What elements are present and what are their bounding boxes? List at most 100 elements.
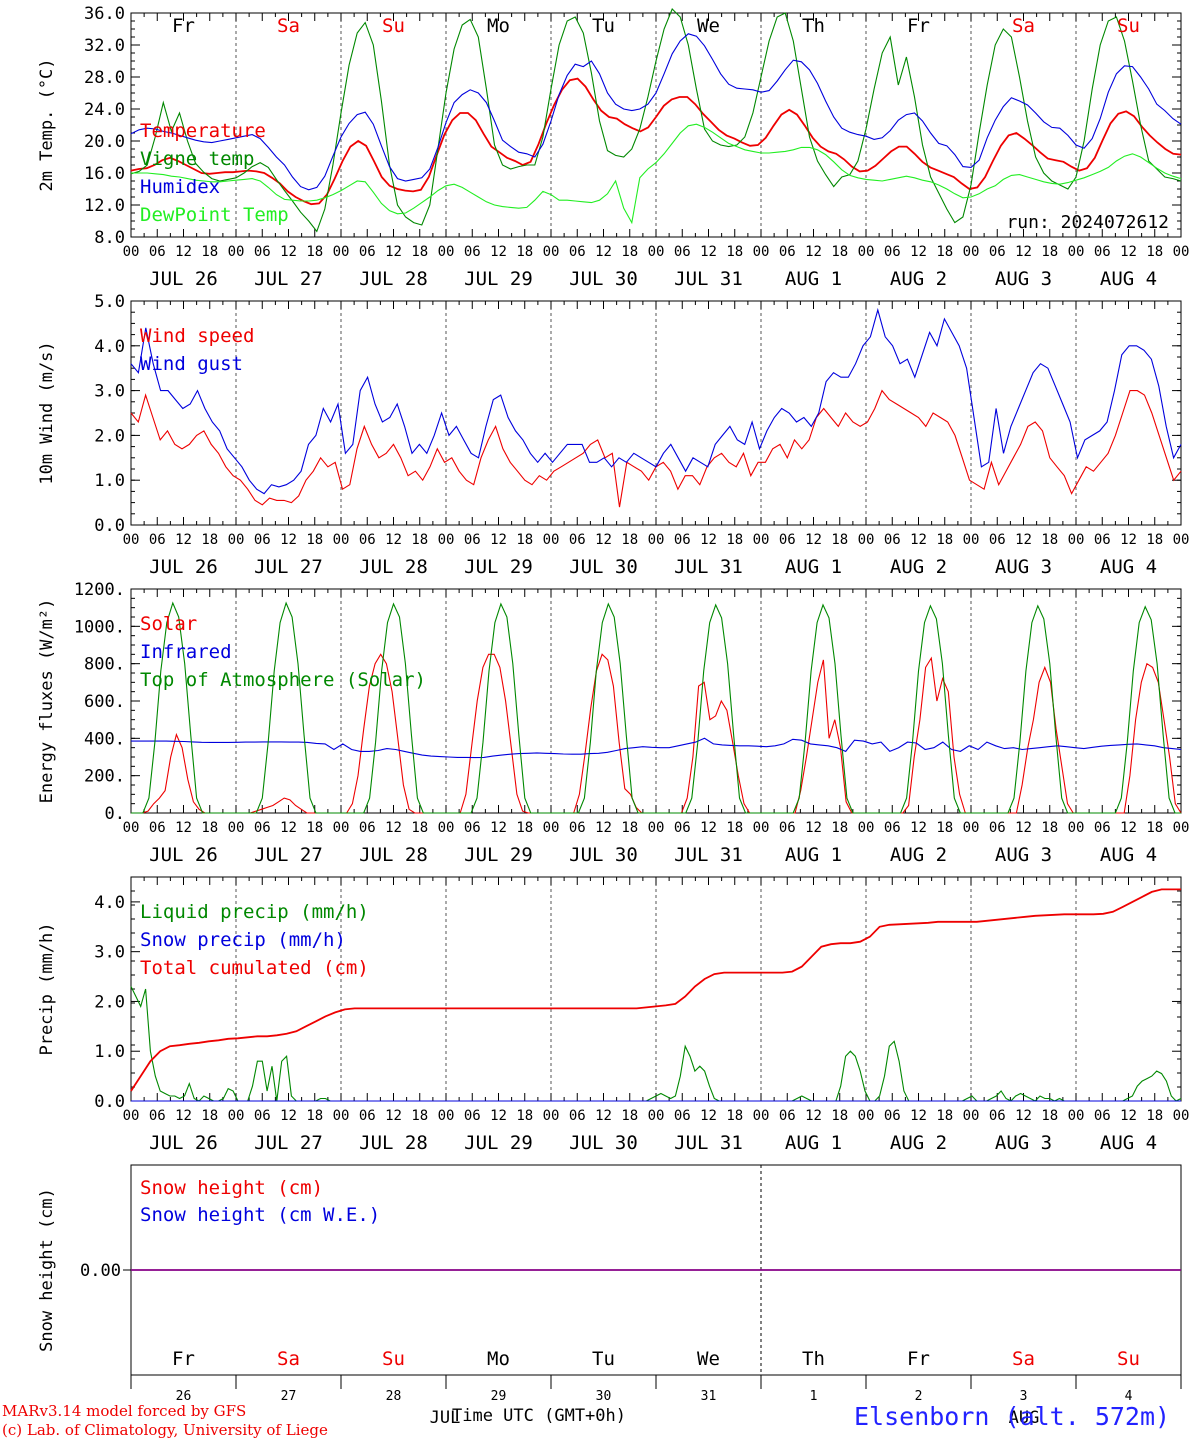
hour-label: 00 <box>1173 244 1190 260</box>
hour-label: 12 <box>280 244 297 260</box>
hour-label: 06 <box>464 244 481 260</box>
hour-label: 18 <box>201 532 218 548</box>
y-tick-label: 0.00 <box>80 1261 121 1281</box>
hour-label: 00 <box>123 532 140 548</box>
date-label: AUG 2 <box>890 1132 947 1154</box>
y-axis-label: Energy fluxes (W/m²) <box>37 599 57 804</box>
y-tick-label: 0. <box>105 804 125 824</box>
date-label: JUL 28 <box>359 1132 428 1154</box>
hour-label: 06 <box>1094 244 1111 260</box>
day-name: Sa <box>277 15 300 37</box>
legend-entry: Wind gust <box>140 353 243 375</box>
hour-label: 06 <box>1094 532 1111 548</box>
hour-label: 12 <box>280 1108 297 1124</box>
footer-model-line: MARv3.14 model forced by GFS <box>2 1402 247 1420</box>
hour-label: 18 <box>726 1108 743 1124</box>
hour-label: 00 <box>333 532 350 548</box>
hour-label: 06 <box>359 820 376 836</box>
hour-label: 00 <box>333 820 350 836</box>
hour-label: 06 <box>674 820 691 836</box>
hour-label: 00 <box>963 532 980 548</box>
date-label: AUG 4 <box>1100 268 1157 290</box>
hour-label: 00 <box>543 1108 560 1124</box>
hour-label: 00 <box>1173 820 1190 836</box>
date-label: JUL 26 <box>149 268 218 290</box>
date-label: JUL 27 <box>254 268 323 290</box>
series-line <box>131 601 1181 814</box>
run-label: run: 2024072612 <box>1006 212 1169 233</box>
date-label: AUG 2 <box>890 268 947 290</box>
hour-label: 06 <box>1094 820 1111 836</box>
date-label: JUL 29 <box>464 844 533 866</box>
hour-label: 12 <box>805 820 822 836</box>
hour-label: 18 <box>831 1108 848 1124</box>
hour-label: 06 <box>884 532 901 548</box>
date-label: JUL 28 <box>359 844 428 866</box>
hour-label: 06 <box>989 1108 1006 1124</box>
hour-label: 06 <box>884 1108 901 1124</box>
hour-label: 00 <box>333 244 350 260</box>
series-line <box>131 737 1182 759</box>
date-label: JUL 30 <box>569 844 638 866</box>
y-axis-label: 10m Wind (m/s) <box>37 341 57 484</box>
bottom-month-right: AUG <box>1009 1408 1040 1428</box>
hour-label: 06 <box>674 1108 691 1124</box>
legend-entry: Humidex <box>140 176 220 198</box>
hour-label: 00 <box>1068 820 1085 836</box>
plot-frame <box>130 300 1182 526</box>
y-tick-label: 36.0 <box>84 4 125 24</box>
hour-label: 18 <box>1041 820 1058 836</box>
hour-label: 00 <box>1068 244 1085 260</box>
day-name: Fr <box>907 15 930 37</box>
y-tick-label: 24.0 <box>84 100 125 120</box>
hour-label: 18 <box>516 532 533 548</box>
panel-1: 8.0 12.0 16.0 20.0 24.0 28.0 32.0 36.0 2m Temp. … <box>37 4 1189 290</box>
hour-label: 06 <box>359 1108 376 1124</box>
date-label: AUG 4 <box>1100 1132 1157 1154</box>
panel-2: 0.0 1.0 2.0 3.0 4.0 5.0 10m Wind (m/s) Wind spe… <box>37 292 1189 578</box>
date-label: AUG 3 <box>995 1132 1052 1154</box>
hour-label: 12 <box>595 820 612 836</box>
bottom-day-name: Fr <box>907 1348 930 1370</box>
hour-label: 00 <box>753 1108 770 1124</box>
date-label: AUG 4 <box>1100 844 1157 866</box>
series-line <box>131 123 1182 225</box>
hour-label: 12 <box>805 532 822 548</box>
date-label: JUL 31 <box>674 556 743 578</box>
hour-label: 12 <box>1120 820 1137 836</box>
hour-label: 06 <box>254 820 271 836</box>
hour-label: 00 <box>228 820 245 836</box>
hour-label: 06 <box>464 532 481 548</box>
series-line <box>130 33 1182 191</box>
hour-label: 18 <box>306 532 323 548</box>
bottom-day-number: 28 <box>386 1389 402 1404</box>
hour-label: 12 <box>490 244 507 260</box>
hour-label: 12 <box>490 532 507 548</box>
hour-label: 06 <box>359 244 376 260</box>
hour-label: 12 <box>910 532 927 548</box>
hour-label: 00 <box>123 244 140 260</box>
hour-label: 00 <box>1068 532 1085 548</box>
date-label: JUL 30 <box>569 268 638 290</box>
hour-label: 06 <box>674 532 691 548</box>
y-tick-label: 4.0 <box>94 893 125 913</box>
date-label: JUL 29 <box>464 556 533 578</box>
hour-label: 06 <box>674 244 691 260</box>
day-name: Mo <box>487 15 510 37</box>
bottom-day-number: 2 <box>915 1389 923 1404</box>
panel-5: 0.00 Snow height (cm) Snow height (cm) Snow… <box>37 1164 1182 1389</box>
y-tick-label: 2.0 <box>94 992 125 1012</box>
x-axis-title: Time UTC (GMT+0h) <box>452 1406 626 1426</box>
hour-label: 12 <box>490 1108 507 1124</box>
bottom-day-name: Su <box>382 1348 405 1370</box>
hour-label: 00 <box>228 1108 245 1124</box>
hour-label: 06 <box>779 1108 796 1124</box>
hour-label: 12 <box>175 532 192 548</box>
hour-label: 18 <box>516 244 533 260</box>
hour-label: 12 <box>280 532 297 548</box>
series-line <box>130 8 1182 233</box>
hour-label: 18 <box>1041 244 1058 260</box>
hour-label: 12 <box>595 1108 612 1124</box>
hour-label: 18 <box>621 244 638 260</box>
legend-entry: Snow precip (mm/h) <box>140 929 346 951</box>
